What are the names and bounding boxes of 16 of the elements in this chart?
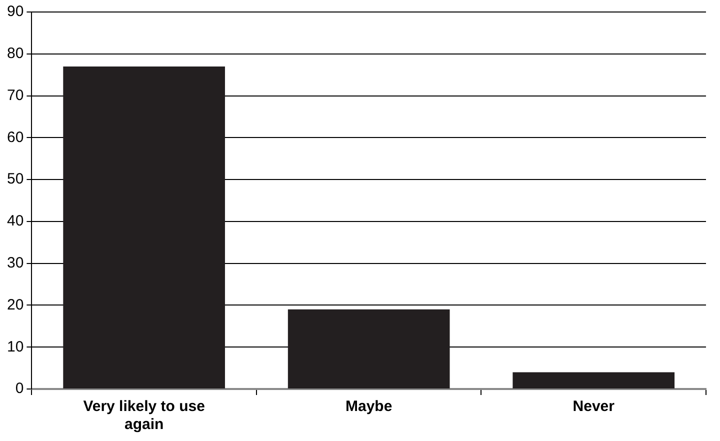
y-tick-label: 80	[6, 45, 24, 62]
x-tick-label: Maybe	[346, 398, 392, 416]
bar	[63, 66, 225, 388]
y-tick-label: 10	[6, 338, 24, 356]
y-tick-label: 90	[6, 3, 24, 20]
y-tick-label: 70	[6, 86, 24, 104]
bar	[512, 372, 675, 388]
bar	[288, 309, 450, 388]
y-tick-label: 20	[6, 296, 24, 314]
y-tick-label: 30	[6, 254, 24, 272]
y-tick-label: 0	[15, 380, 24, 398]
y-tick-label: 40	[6, 212, 24, 230]
x-tick-label: Never	[572, 398, 615, 416]
x-tick-label: Very likely to use again	[83, 398, 205, 434]
y-tick-label: 60	[6, 128, 24, 146]
y-tick-label: 50	[6, 170, 24, 188]
